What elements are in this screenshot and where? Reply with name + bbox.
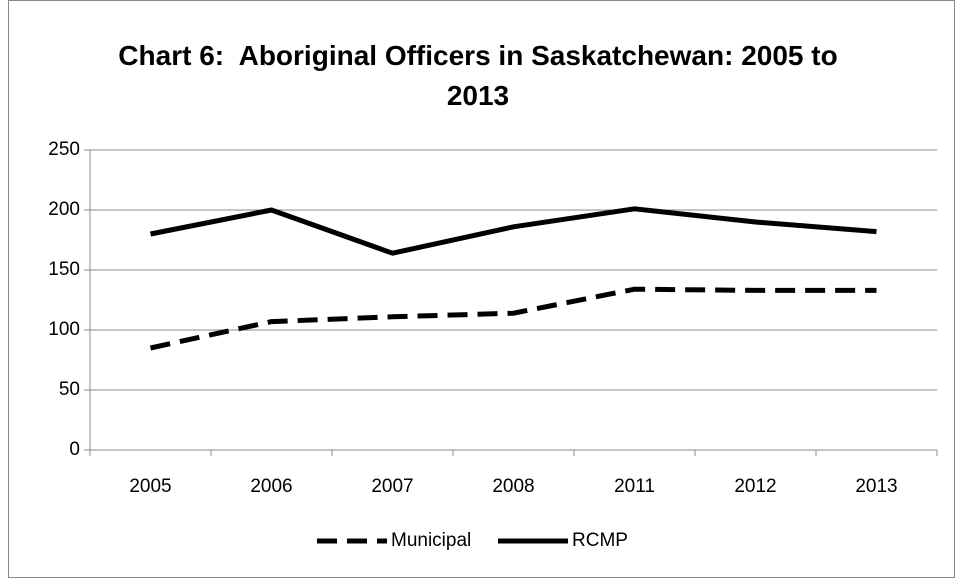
- y-tick-label: 50: [59, 379, 80, 400]
- legend-label: RCMP: [572, 530, 628, 551]
- x-tick-label: 2006: [250, 476, 292, 497]
- y-tick-label: 250: [48, 139, 80, 160]
- x-tick-label: 2012: [734, 476, 776, 497]
- x-tick-label: 2011: [614, 476, 655, 497]
- x-tick-label: 2007: [371, 476, 413, 497]
- x-tick-label: 2013: [855, 476, 897, 497]
- y-tick-label: 100: [48, 319, 80, 340]
- y-tick-label: 0: [69, 439, 80, 460]
- series-line: [150, 206, 877, 256]
- series-line: [149, 286, 877, 351]
- y-tick-label: 150: [48, 259, 80, 280]
- x-tick-label: 2008: [492, 476, 534, 497]
- y-tick-label: 200: [48, 199, 80, 220]
- legend-label: Municipal: [391, 530, 471, 551]
- x-tick-label: 2005: [129, 476, 171, 497]
- chart-title: Chart 6: Aboriginal Officers in Saskatch…: [118, 40, 846, 111]
